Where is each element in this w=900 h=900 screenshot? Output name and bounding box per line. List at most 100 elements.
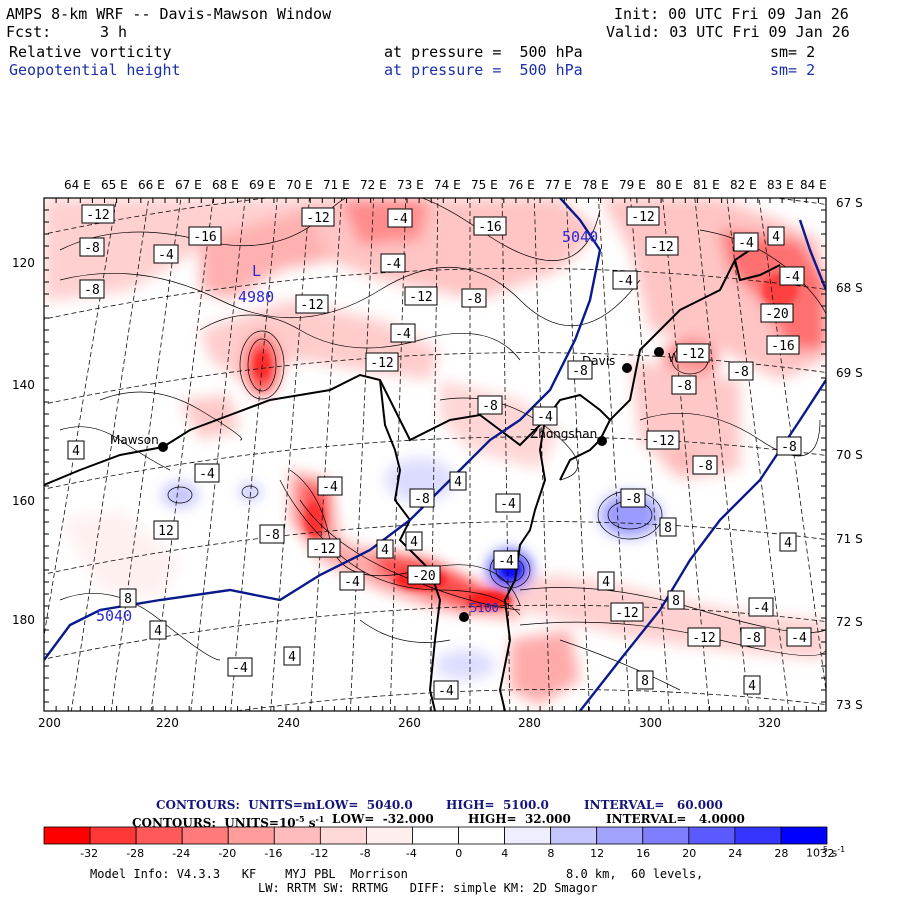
colorbar-tick-label: -24	[172, 847, 191, 860]
colorbar-swatch	[89, 826, 137, 845]
vorticity-contour-labels: -12-8 -4-8-16-12 -4-16-12-12 -4 4-4-4-12 -8-1…	[67, 204, 812, 700]
vorticity-contour-label: 4	[405, 531, 423, 551]
low-value: 4980	[238, 288, 274, 306]
lat-tick-label: 72 S	[836, 615, 863, 629]
svg-text:-12: -12	[312, 542, 335, 557]
vorticity-contour-label: -8	[259, 524, 285, 544]
colorbar-tick-label: -8	[359, 847, 371, 860]
lon-tick-label: 78 E	[582, 178, 609, 192]
vorticity-contour-label: -4	[194, 463, 220, 483]
field1-pressure: at pressure = 500 hPa	[384, 43, 583, 61]
svg-text:-16: -16	[771, 339, 794, 354]
vorticity-contour-label: -8	[740, 627, 766, 647]
vorticity-contour-label: 4	[779, 532, 797, 552]
vorticity-contour-label: -8	[79, 237, 105, 257]
field1-smoothing: sm= 2	[770, 43, 816, 61]
colorbar-tick-label: 16	[636, 847, 651, 860]
top-longitude-labels: 64 E 65 E 66 E 67 E 68 E 69 E 70 E 71 E …	[64, 178, 827, 192]
vorticity-contour-label: -4	[495, 493, 521, 513]
plot-title: AMPS 8-km WRF -- Davis-Mawson Window	[6, 5, 332, 23]
zhongshan-label: Zhongshan	[530, 427, 597, 441]
svg-text:8: 8	[124, 592, 132, 607]
vorticity-contour-label: 4	[743, 675, 761, 695]
colorbar-swatch	[734, 826, 782, 845]
y-tick-label: 140	[12, 378, 35, 392]
vorticity-contour-label: -4	[387, 208, 413, 228]
vorticity-contour-label: 4	[597, 571, 615, 591]
lon-tick-label: 79 E	[619, 178, 646, 192]
colorbar-swatch	[642, 826, 690, 845]
vorticity-contour-label: -4	[227, 657, 253, 677]
vorticity-contour-label: -4	[339, 571, 365, 591]
svg-text:4: 4	[454, 475, 462, 490]
svg-text:-20: -20	[765, 307, 788, 322]
lon-tick-label: 77 E	[545, 178, 572, 192]
svg-text:4: 4	[288, 650, 296, 665]
height-contour-interval: INTERVAL= 60.000	[584, 798, 723, 812]
lon-tick-label: 67 E	[175, 178, 202, 192]
svg-text:8: 8	[672, 594, 680, 609]
field1-name: Relative vorticity	[9, 43, 172, 61]
x-tick-label: 280	[518, 716, 541, 730]
svg-text:-8: -8	[572, 364, 588, 379]
colorbar-tick-label: 8	[547, 847, 555, 860]
field2-smoothing: sm= 2	[770, 61, 816, 79]
vorticity-contour-label: -8	[620, 488, 646, 508]
svg-text:-20: -20	[412, 569, 435, 584]
height-label: 5040	[96, 607, 132, 625]
svg-text:-4: -4	[344, 575, 360, 590]
colorbar-swatch	[458, 826, 505, 845]
svg-text:-12: -12	[650, 240, 673, 255]
svg-text:-4: -4	[753, 601, 769, 616]
unnamed-station-marker	[459, 612, 469, 622]
lat-tick-label: 70 S	[836, 448, 863, 462]
vorticity-contour-label: -4	[733, 232, 759, 252]
lon-tick-label: 72 E	[360, 178, 387, 192]
colorbar-tick-label: -28	[126, 847, 145, 860]
colorbar-swatch	[780, 826, 828, 845]
model-info: Model Info: V4.3.3 KF MYJ PBL Morrison	[90, 867, 408, 881]
vorticity-contour-label: -8	[728, 361, 754, 381]
lon-tick-label: 84 E	[800, 178, 827, 192]
colorbar-tick-label: 20	[682, 847, 697, 860]
svg-text:-4: -4	[438, 684, 454, 699]
svg-text:-4: -4	[199, 467, 215, 482]
vorticity-contour-label: -4	[317, 476, 343, 496]
vorticity-contour-label: 4	[376, 539, 394, 559]
colorbar	[43, 826, 828, 845]
colorbar-swatch	[596, 826, 644, 845]
lon-tick-label: 70 E	[286, 178, 313, 192]
colorbar-tick-label: 32	[820, 847, 835, 860]
svg-text:-12: -12	[306, 211, 329, 226]
y-tick-label: 120	[12, 256, 35, 270]
zhongshan-station-marker	[597, 436, 607, 446]
svg-text:4: 4	[748, 679, 756, 694]
davis-station-marker	[622, 363, 632, 373]
lon-tick-label: 69 E	[249, 178, 276, 192]
colorbar-tick-label: 12	[590, 847, 605, 860]
lat-tick-label: 68 S	[836, 281, 863, 295]
init-time: Init: 00 UTC Fri 09 Jan 26	[614, 5, 849, 23]
field2-pressure: at pressure = 500 hPa	[384, 61, 583, 79]
svg-text:8: 8	[664, 521, 672, 536]
colorbar-swatch	[688, 826, 736, 845]
bottom-x-labels: 200 220 240 260 280 300 320	[38, 716, 781, 730]
vorticity-contour-label: -12	[626, 206, 660, 226]
vorticity-contour-label: -8	[461, 288, 487, 308]
vorticity-contour-label: -4	[493, 550, 519, 570]
colorbar-tick-label: -20	[218, 847, 237, 860]
svg-text:-8: -8	[264, 528, 280, 543]
y-tick-label: 160	[12, 494, 35, 508]
frame-ticks	[43, 197, 826, 711]
valid-time: Valid: 03 UTC Fri 09 Jan 26	[606, 23, 850, 41]
vorticity-contour-label: -16	[766, 335, 800, 355]
vorticity-contour-label: -4	[390, 323, 416, 343]
svg-text:4: 4	[602, 575, 610, 590]
x-tick-label: 300	[639, 716, 662, 730]
height-contour-high: HIGH= 5100.0	[446, 798, 549, 812]
svg-text:-4: -4	[537, 410, 553, 425]
field2-name: Geopotential height	[9, 61, 181, 79]
vorticity-contour-label: -4	[380, 253, 406, 273]
colorbar-units: 10-5 s-1	[806, 845, 846, 860]
vorticity-contour-label: -20	[760, 303, 794, 323]
